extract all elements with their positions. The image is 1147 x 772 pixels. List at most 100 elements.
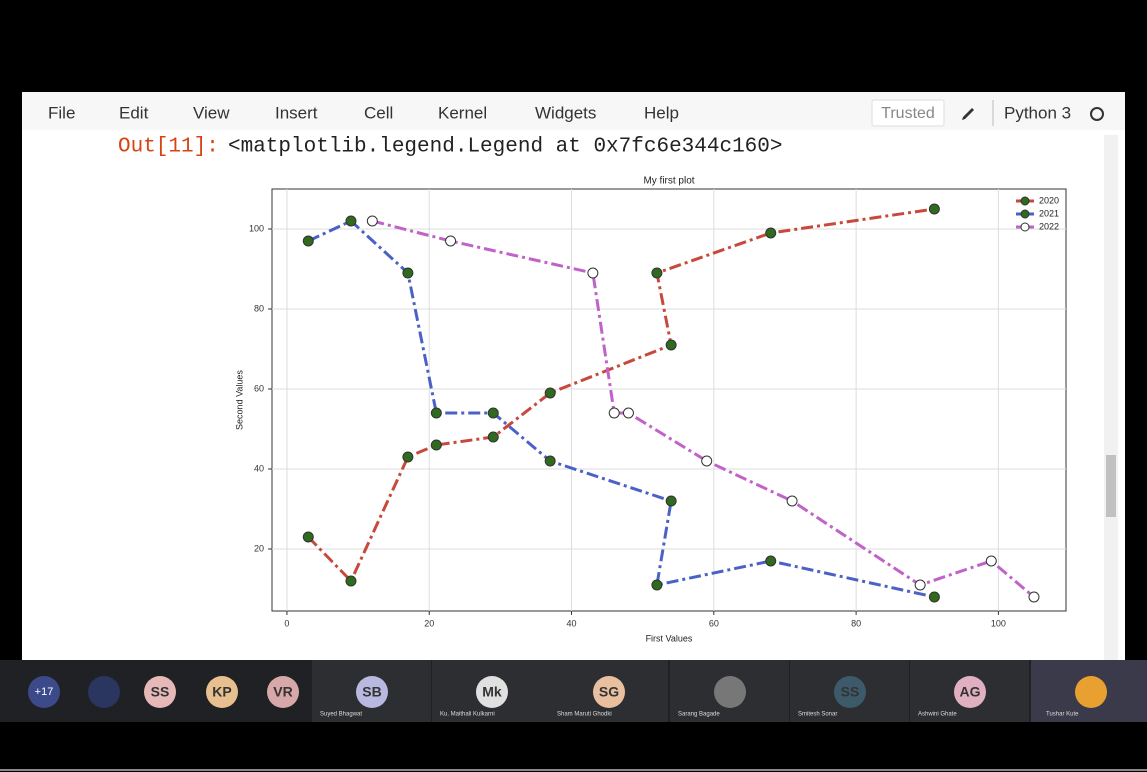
participant-name: Smitesh Sonar — [798, 712, 837, 718]
avatar-initials: SB — [362, 684, 381, 700]
out-prompt: Out[11]: — [118, 136, 219, 159]
menu-item[interactable]: File — [48, 103, 75, 122]
avatar[interactable] — [267, 676, 299, 708]
data-point — [302, 235, 314, 247]
y-tick-label: 20 — [254, 543, 264, 553]
x-tick-label: 40 — [567, 618, 577, 628]
data-point — [928, 203, 940, 215]
avatar[interactable] — [954, 676, 986, 708]
legend-label: 2022 — [1039, 221, 1059, 231]
data-point — [651, 579, 663, 591]
menu: File Edit View Insert Cell Kernel Widgets Help — [48, 103, 679, 122]
data-point — [1028, 591, 1040, 603]
avatar — [28, 676, 60, 708]
out-text: <matplotlib.legend.Legend at 0x7fc6e344c… — [228, 136, 783, 159]
plot-area — [271, 188, 1067, 612]
data-point — [487, 431, 499, 443]
data-point — [302, 531, 314, 543]
kernel-name: Python 3 — [1004, 103, 1071, 122]
avatar-initials: SS — [841, 684, 860, 700]
data-point — [544, 455, 556, 467]
data-line — [371, 219, 1035, 599]
avatar-initials: AG — [960, 684, 981, 700]
avatar[interactable] — [834, 676, 866, 708]
more-count[interactable]: +17 — [35, 686, 54, 698]
avatar[interactable] — [144, 676, 176, 708]
menu-item[interactable]: Help — [644, 103, 679, 122]
y-tick-label: 60 — [254, 383, 264, 393]
menu-item[interactable]: Widgets — [535, 103, 596, 122]
y-tick-label: 40 — [254, 463, 264, 473]
data-point — [402, 451, 414, 463]
data-point — [786, 495, 798, 507]
x-tick-label: 60 — [709, 618, 719, 628]
menu-item[interactable]: View — [193, 103, 230, 122]
participant-name: Sham Maruti Ghodki — [557, 712, 612, 718]
scroll-thumb[interactable] — [1106, 455, 1116, 517]
trusted-box[interactable] — [871, 99, 945, 127]
menu-item[interactable]: Cell — [364, 103, 393, 122]
data-point — [665, 495, 677, 507]
data-point — [544, 387, 556, 399]
avatar[interactable] — [593, 676, 625, 708]
x-tick-label: 20 — [424, 618, 434, 628]
kernel-status — [1090, 107, 1104, 121]
legend-label: 2021 — [1039, 208, 1059, 218]
participants: +17 SS KP VR Suyed Bhagwat SB Ku. Maithali Kul… — [28, 660, 1147, 722]
data-point — [430, 407, 442, 419]
data-line — [307, 207, 935, 584]
avatar-photo — [88, 676, 120, 708]
data-point — [487, 407, 499, 419]
y-tick-label: 100 — [249, 223, 264, 233]
participant-name: Ashwini Ghate — [918, 712, 957, 718]
data-point — [765, 227, 777, 239]
data-point — [914, 579, 926, 591]
legend-label: 2020 — [1039, 195, 1059, 205]
x-tick-label: 80 — [851, 618, 861, 628]
x-tick-label: 0 — [284, 618, 289, 628]
avatar[interactable] — [356, 676, 388, 708]
menu-item[interactable]: Edit — [119, 103, 149, 122]
data-point — [608, 407, 620, 419]
y-tick-label: 80 — [254, 303, 264, 313]
trusted: Trusted — [881, 105, 935, 122]
data-point — [765, 555, 777, 567]
x-axis-label: First Values — [646, 633, 693, 643]
x-tick-label: 100 — [991, 618, 1006, 628]
chart: 0 20 40 60 80 100 20 40 60 80 100 My first plot Firs… — [234, 176, 1066, 643]
data-point — [651, 267, 663, 279]
participant-name: Tushar Kute — [1046, 712, 1079, 718]
data-point — [445, 235, 457, 247]
data-point — [701, 455, 713, 467]
data-point — [665, 339, 677, 351]
avatar[interactable] — [714, 676, 746, 708]
y-axis-label: Second Values — [234, 370, 244, 430]
data-point — [345, 575, 357, 587]
data-point — [402, 267, 414, 279]
chart-title: My first plot — [643, 176, 694, 187]
data-point — [345, 215, 357, 227]
data-point — [622, 407, 634, 419]
data-point — [587, 267, 599, 279]
participant-name: Ku. Maithali Kulkarni — [440, 712, 495, 718]
data-point — [430, 439, 442, 451]
participant-name: Sarang Bagade — [678, 712, 720, 718]
avatar-initials: Mk — [482, 684, 502, 700]
legend-marker — [1020, 196, 1030, 206]
data-point — [985, 555, 997, 567]
data-point — [928, 591, 940, 603]
menu-item[interactable]: Kernel — [438, 103, 487, 122]
data-point — [366, 215, 378, 227]
menu-item[interactable]: Insert — [275, 103, 318, 122]
participant-name: Suyed Bhagwat — [320, 712, 362, 718]
avatar-initials: SG — [599, 684, 619, 700]
avatar[interactable] — [1075, 676, 1107, 708]
avatar[interactable] — [476, 676, 508, 708]
avatar[interactable] — [206, 676, 238, 708]
scrollbar — [1104, 135, 1118, 660]
data-line — [307, 219, 935, 599]
edit-icon[interactable] — [962, 108, 974, 120]
avatar-initials: VR — [273, 684, 292, 700]
